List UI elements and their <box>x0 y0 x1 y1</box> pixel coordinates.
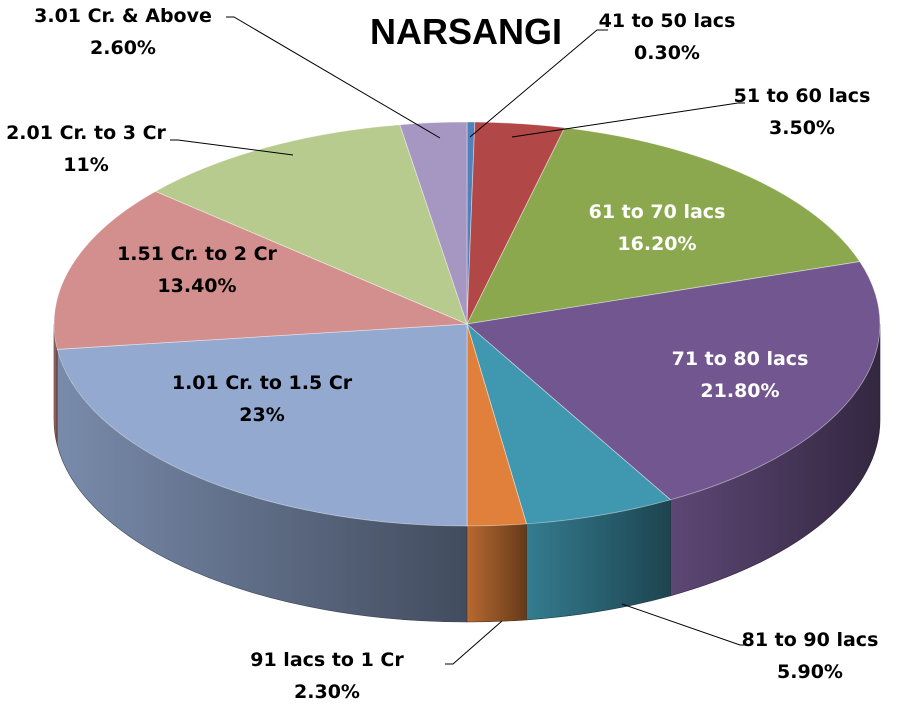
slice-value-8: 11% <box>63 154 108 176</box>
pie-slice-3 <box>466 261 881 501</box>
pie-side-5 <box>466 523 527 623</box>
leader-line-4 <box>621 603 748 646</box>
slice-value-6: 23% <box>239 404 284 426</box>
slice-label-9: 3.01 Cr. & Above <box>34 5 212 27</box>
slice-label-8: 2.01 Cr. to 3 Cr <box>6 122 166 144</box>
slice-value-9: 2.60% <box>90 37 156 59</box>
slice-label-6: 1.01 Cr. to 1.5 Cr <box>172 372 353 394</box>
chart-title: NARSANGI <box>370 11 562 52</box>
slice-label-1: 51 to 60 lacs <box>734 85 871 107</box>
slice-value-1: 3.50% <box>769 117 835 139</box>
leader-line-0 <box>469 29 608 138</box>
slice-label-2: 61 to 70 lacs <box>589 201 726 223</box>
slice-label-0: 41 to 50 lacs <box>599 10 736 32</box>
slice-value-7: 13.40% <box>157 275 236 297</box>
leader-line-1 <box>511 102 745 138</box>
pie-slice-8 <box>154 124 468 325</box>
leader-line-5 <box>445 620 503 665</box>
pie-slice-7 <box>53 190 468 350</box>
pie-labels: 41 to 50 lacs 0.30% 51 to 60 lacs 3.50% 61 t… <box>6 5 878 703</box>
slice-value-2: 16.20% <box>617 233 696 255</box>
leader-line-9 <box>226 16 441 139</box>
pie-top-faces <box>53 121 881 527</box>
slice-value-5: 2.30% <box>294 681 360 703</box>
slice-value-0: 0.30% <box>634 42 700 64</box>
slice-label-3: 71 to 80 lacs <box>672 348 809 370</box>
pie-slice-2 <box>466 127 861 325</box>
pie-slice-6 <box>56 323 468 527</box>
slice-label-7: 1.51 Cr. to 2 Cr <box>117 243 277 265</box>
pie-slice-4 <box>466 322 672 525</box>
pie-slice-9 <box>399 121 468 325</box>
slice-value-3: 21.80% <box>700 380 779 402</box>
slice-label-4: 81 to 90 lacs <box>742 629 879 651</box>
slice-label-5: 91 lacs to 1 Cr <box>250 649 404 671</box>
leader-line-8 <box>170 139 294 156</box>
slice-value-4: 5.90% <box>777 661 843 683</box>
